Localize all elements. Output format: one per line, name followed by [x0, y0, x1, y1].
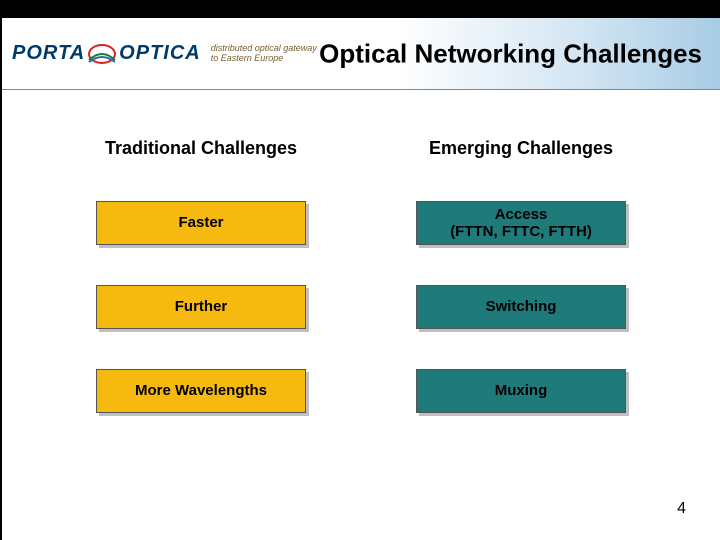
logo-text-right: OPTICA	[119, 42, 201, 65]
logo: PORTA OPTICA distributed optical gateway…	[2, 40, 317, 68]
logo-text-left: PORTA	[12, 42, 85, 65]
column-emerging: Emerging Challenges Access(FTTN, FTTC, F…	[391, 138, 651, 453]
logo-tagline: distributed optical gateway to Eastern E…	[211, 44, 317, 64]
logo-swoosh-icon	[87, 40, 117, 68]
box-access: Access(FTTN, FTTC, FTTH)	[416, 201, 626, 245]
column-traditional: Traditional Challenges Faster Further Mo…	[71, 138, 331, 453]
box-further: Further	[96, 285, 306, 329]
column-heading-left: Traditional Challenges	[105, 138, 297, 159]
header: PORTA OPTICA distributed optical gateway…	[2, 18, 720, 90]
content: Traditional Challenges Faster Further Mo…	[2, 90, 720, 453]
box-faster: Faster	[96, 201, 306, 245]
box-more-wavelengths: More Wavelengths	[96, 369, 306, 413]
page-title: Optical Networking Challenges	[319, 38, 702, 69]
page-number: 4	[677, 500, 686, 518]
box-muxing: Muxing	[416, 369, 626, 413]
top-black-bar	[2, 0, 720, 18]
column-heading-right: Emerging Challenges	[429, 138, 613, 159]
box-switching: Switching	[416, 285, 626, 329]
logo-text: PORTA OPTICA	[12, 40, 201, 68]
tagline-line2: to Eastern Europe	[211, 54, 317, 64]
